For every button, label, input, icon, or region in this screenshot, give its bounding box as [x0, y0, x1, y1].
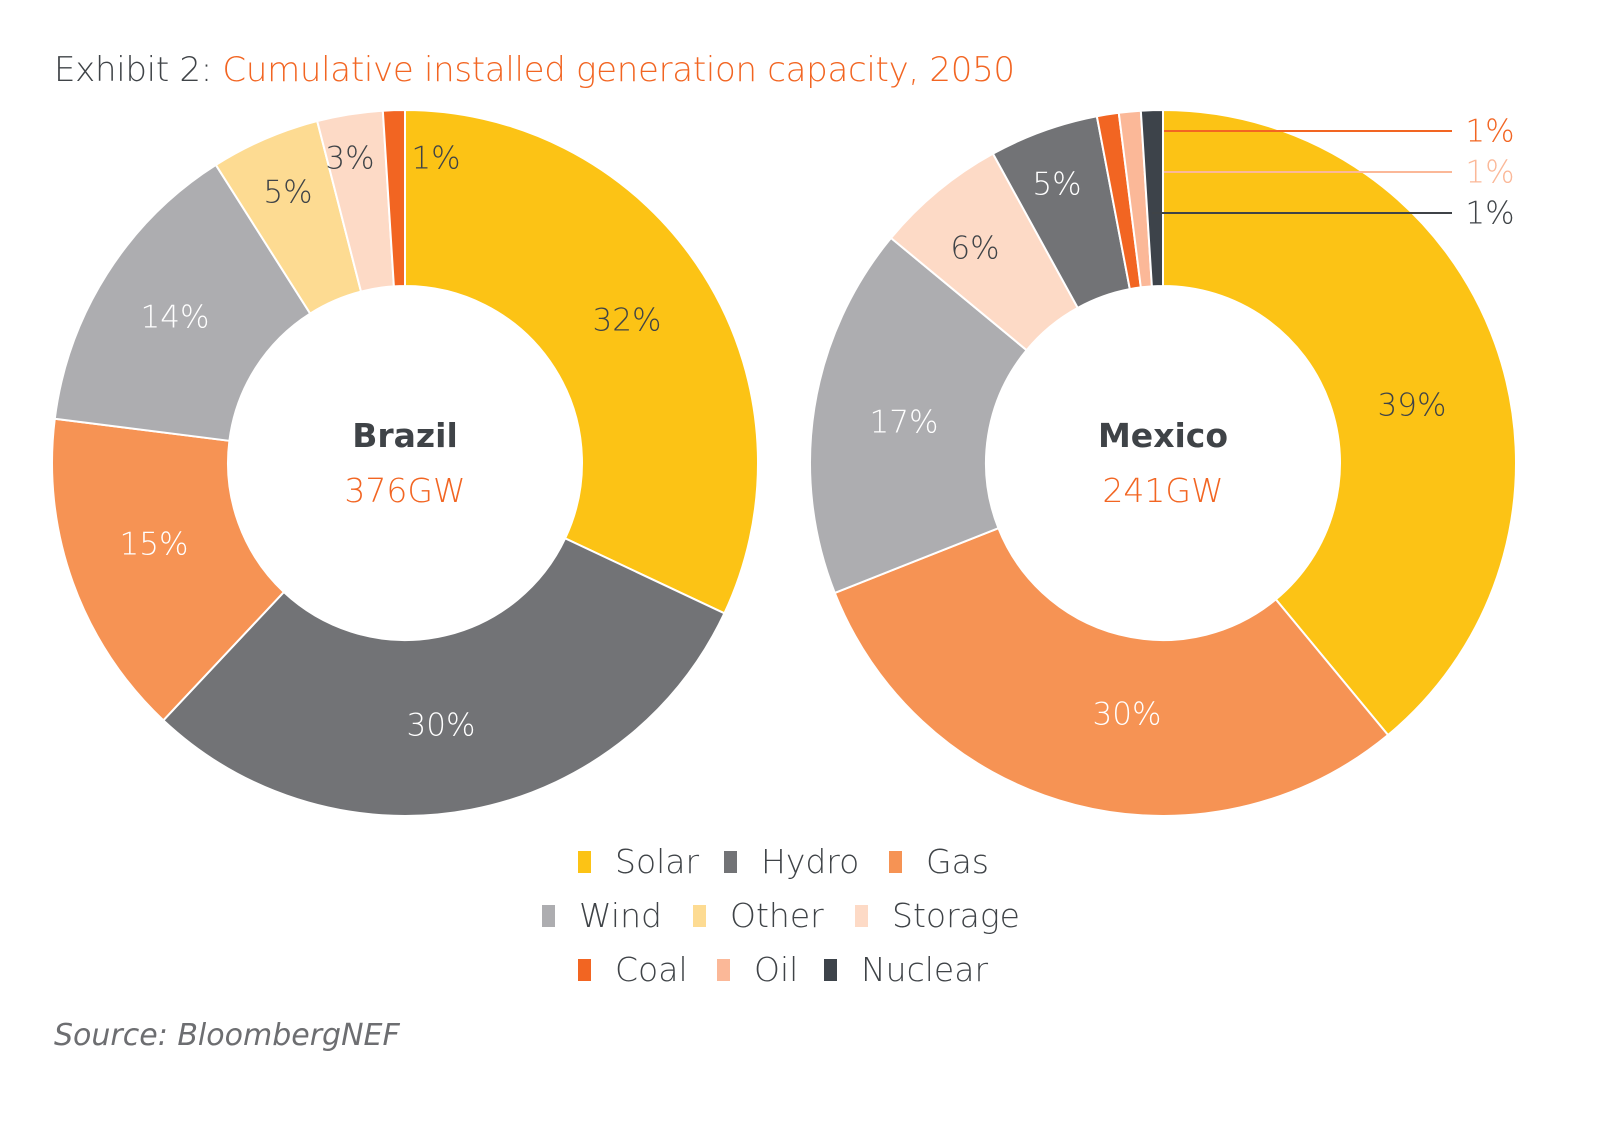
slice-label-brazil-hydro: 30% [407, 708, 476, 744]
slice-label-brazil-storage: 3% [325, 141, 374, 177]
slice-mexico-gas [833, 526, 1390, 817]
slice-brazil-gas [51, 417, 286, 722]
slice-label-mexico-storage: 6% [950, 231, 999, 267]
slice-brazil-solar [404, 108, 759, 615]
donut-center-total: 376GW [344, 471, 465, 510]
source-note: Source: BloombergNEF [54, 1018, 400, 1053]
donut-mexico: 39% 30% 17% 6% 5% 1% 1% 1% Mexico 241GW [809, 108, 1517, 817]
donut-center-name: Mexico [1098, 416, 1228, 455]
slice-mexico-nuclear [1139, 108, 1164, 288]
slice-label-mexico-coal: 1% [1465, 114, 1514, 150]
slice-label-mexico-wind: 17% [870, 405, 939, 441]
chart-title-text: Cumulative installed generation capacity… [222, 50, 1015, 90]
slice-mexico-wind [809, 236, 1029, 595]
slice-label-mexico-oil: 1% [1465, 155, 1514, 191]
slice-label-brazil-wind: 14% [141, 300, 210, 336]
slice-label-brazil-other: 5% [263, 175, 312, 211]
slice-mexico-solar [1162, 108, 1517, 737]
slice-label-brazil-coal: 1% [411, 141, 460, 177]
donut-center-total: 241GW [1102, 471, 1223, 510]
slice-label-brazil-solar: 32% [593, 303, 662, 339]
slice-label-brazil-gas: 15% [120, 527, 189, 563]
slice-label-mexico-nuclear: 1% [1465, 196, 1514, 232]
slice-label-mexico-solar: 39% [1378, 388, 1447, 424]
slice-label-mexico-hydro: 5% [1032, 167, 1081, 203]
slice-brazil-wind [53, 163, 312, 442]
slice-label-mexico-gas: 30% [1093, 697, 1162, 733]
slice-brazil-coal [381, 108, 406, 288]
chart-title: Exhibit 2: Cumulative installed generati… [54, 50, 1015, 90]
slice-brazil-hydro [161, 537, 726, 817]
donut-brazil: 32% 30% 15% 14% 5% 3% 1% Brazil 376GW [51, 108, 759, 817]
donut-center-name: Brazil [352, 416, 458, 455]
exhibit-label: Exhibit 2: [54, 50, 212, 90]
